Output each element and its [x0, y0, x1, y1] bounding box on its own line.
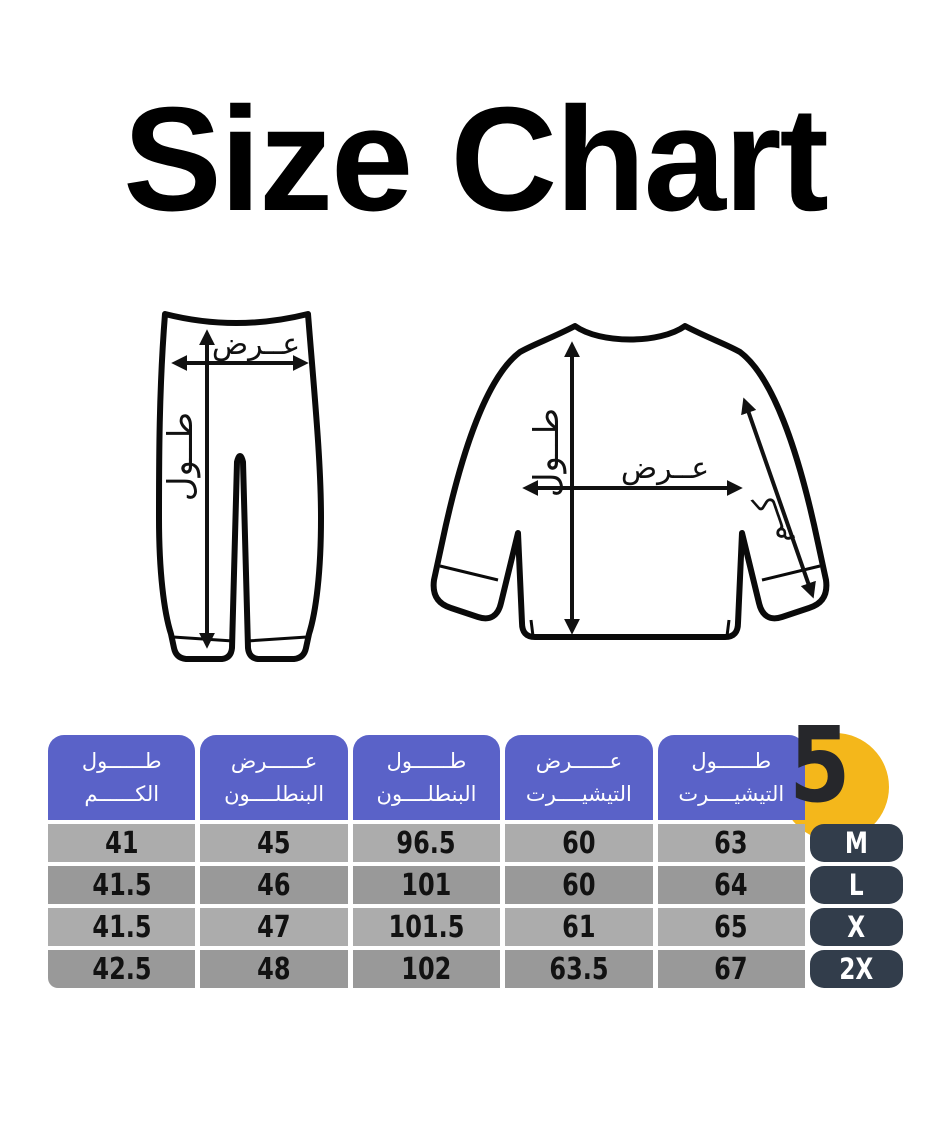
table-cell: 60: [505, 824, 653, 862]
shirt-length-label: طــول: [527, 408, 567, 497]
table-cell: 64: [657, 866, 805, 904]
table-cell: 42.5: [48, 950, 196, 988]
cell-value: 101.5: [388, 909, 465, 945]
table-cell: 102: [352, 950, 501, 988]
table-cell: 67: [657, 950, 805, 988]
table-cell: 63.5: [505, 950, 653, 988]
table-cell: 41: [48, 824, 196, 862]
size-count-badge: 5: [789, 704, 851, 826]
table-cell: 41.5: [48, 866, 196, 904]
header-line: البنطلــــون: [224, 781, 325, 806]
header-pants-length: طــــــول البنطلــــون: [352, 735, 501, 820]
cell-value: 41: [104, 825, 139, 861]
cell-value: 47: [257, 909, 291, 945]
table-cell: 61: [505, 908, 653, 946]
cell-value: 64: [714, 867, 748, 903]
cell-value: 67: [714, 951, 748, 987]
shirt-width-label: عــرض: [621, 451, 709, 486]
shirt-diagram: طــول عــرض كــم: [430, 323, 830, 640]
cell-value: 48: [257, 951, 291, 987]
header-pants-width: عــــــرض البنطلــــون: [200, 735, 348, 820]
header-line: التيشيــــرت: [525, 781, 632, 806]
header-line: عــــــرض: [535, 748, 623, 773]
cell-value: 96.5: [396, 825, 457, 861]
table-cell: 96.5: [352, 824, 501, 862]
header-line: عــــــرض: [230, 748, 318, 773]
cell-value: 46: [257, 867, 291, 903]
cell-value: 63: [714, 825, 748, 861]
pants-length-label: طــول: [161, 412, 201, 501]
size-label-x: X: [809, 908, 903, 946]
pants-width-label: عــرض: [212, 327, 300, 362]
size-label-text: 2X: [839, 952, 874, 986]
header-line: طــــــول: [81, 748, 162, 773]
header-line: طــــــول: [386, 748, 467, 773]
table-cell: 101: [352, 866, 501, 904]
table-cell: 101.5: [352, 908, 501, 946]
table-cell: 63: [657, 824, 805, 862]
table-cell: 48: [200, 950, 348, 988]
cell-value: 65: [714, 909, 748, 945]
size-label-l: L: [809, 866, 903, 904]
header-line: طــــــول: [691, 748, 772, 773]
table-cell: 65: [657, 908, 805, 946]
size-label-m: M: [809, 824, 903, 862]
table-cell: 60: [505, 866, 653, 904]
size-label-text: M: [844, 826, 869, 860]
cell-value: 102: [401, 951, 452, 987]
header-sleeve-length: طــــــول الكــــــم: [48, 735, 196, 820]
table-cell: 41.5: [48, 908, 196, 946]
header-line: الكــــــم: [84, 781, 160, 806]
header-line: التيشيــــرت: [678, 781, 785, 806]
table-cell: 47: [200, 908, 348, 946]
page-title: Size Chart: [123, 77, 829, 242]
table-cell: 46: [200, 866, 348, 904]
pants-diagram: عــرض طــول: [156, 311, 324, 662]
cell-value: 60: [562, 825, 596, 861]
header-tshirt-width: عــــــرض التيشيــــرت: [505, 735, 653, 820]
cell-value: 61: [562, 909, 596, 945]
cell-value: 101: [401, 867, 452, 903]
header-tshirt-length: طــــــول التيشيــــرت: [657, 735, 805, 820]
cell-value: 63.5: [549, 951, 609, 987]
cell-value: 45: [257, 825, 291, 861]
size-label-text: X: [847, 910, 866, 944]
size-label-2x: 2X: [809, 950, 903, 988]
size-table-grid: طــــــول الكــــــم عــــــرض البنطلـــ…: [48, 735, 903, 988]
size-table: 5 طــــــول الكــــــم عــــــرض البنطلـ…: [48, 713, 903, 995]
cell-value: 41.5: [92, 909, 152, 945]
shirt-sleeve-arrow: [741, 397, 816, 599]
table-cell: 45: [200, 824, 348, 862]
size-label-text: L: [849, 868, 864, 902]
cell-value: 60: [562, 867, 596, 903]
header-line: البنطلــــون: [376, 781, 477, 806]
cell-value: 41.5: [92, 867, 152, 903]
cell-value: 42.5: [92, 951, 152, 987]
